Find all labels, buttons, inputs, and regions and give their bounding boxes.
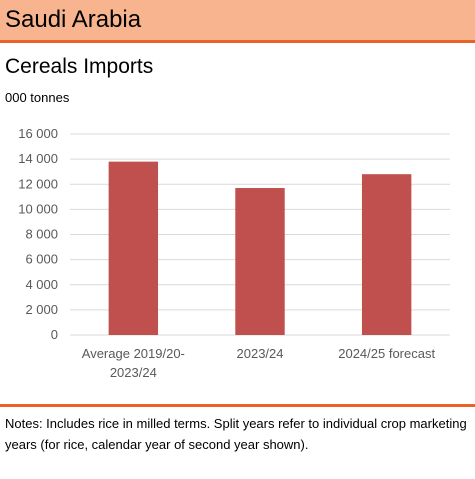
- y-tick-label: 6 000: [25, 252, 58, 267]
- y-tick-label: 4 000: [25, 277, 58, 292]
- y-tick-label: 14 000: [18, 151, 58, 166]
- y-tick-label: 12 000: [18, 176, 58, 191]
- y-tick-label: 10 000: [18, 201, 58, 216]
- x-category-label: 2023/24: [110, 365, 157, 380]
- country-title: Saudi Arabia: [5, 6, 142, 33]
- divider-rule: [0, 404, 475, 407]
- notes-text: Notes: Includes rice in milled terms. Sp…: [5, 416, 467, 452]
- chart-title: Cereals Imports: [5, 55, 154, 78]
- y-tick-label: 8 000: [25, 227, 58, 242]
- bar-chart: 0 2 000 4 000 6 000 8 000 10 000 12 000 14 000 1…: [18, 126, 450, 380]
- bar: [361, 174, 412, 335]
- unit-label: 000 tonnes: [5, 90, 70, 105]
- y-tick-label: 16 000: [18, 126, 58, 141]
- title-banner: Saudi Arabia: [0, 0, 475, 43]
- bar: [108, 161, 159, 335]
- bar: [235, 188, 285, 335]
- x-category-label: 2023/24: [237, 346, 284, 361]
- x-category-label: Average 2019/20-: [82, 346, 185, 361]
- y-tick-label: 2 000: [25, 302, 58, 317]
- y-tick-label: 0: [51, 327, 58, 342]
- x-category-label: 2024/25 forecast: [338, 346, 435, 361]
